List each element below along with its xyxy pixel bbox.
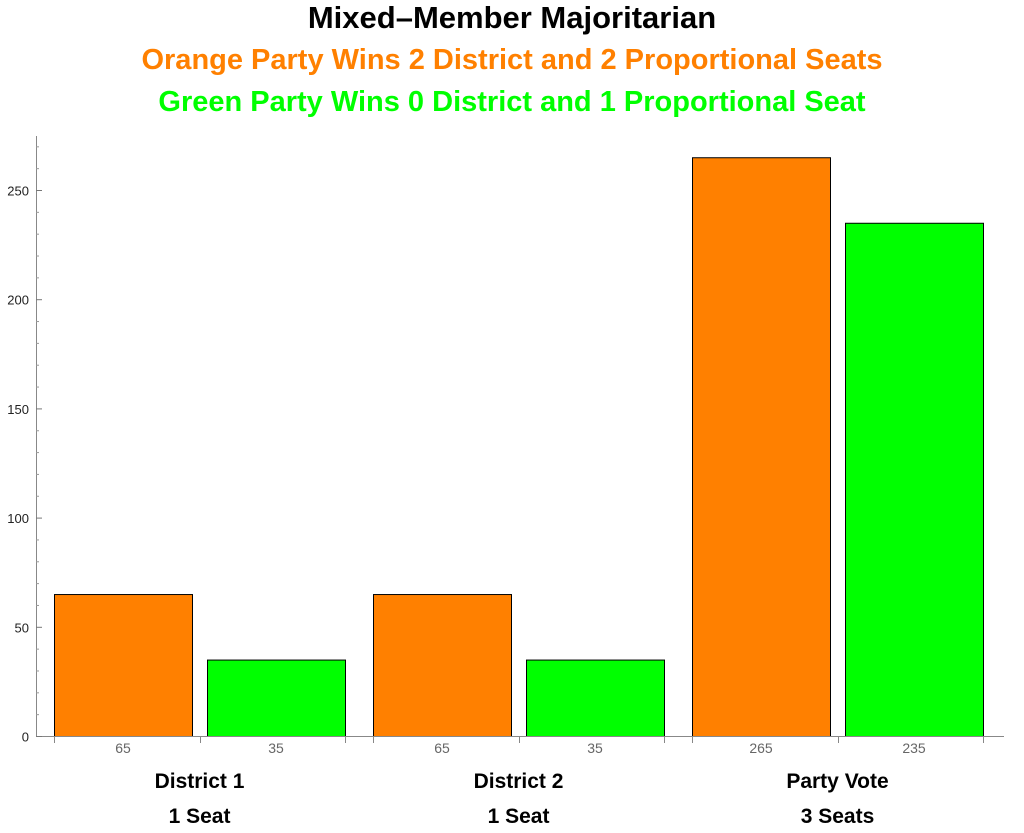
bar-value-label-2-2: 35 [587,740,603,756]
group-label-2-seats: 1 Seat [488,805,550,828]
bar-2-2 [526,659,665,737]
bar-3-1 [692,157,831,738]
bar-value-label-3-1: 265 [749,740,773,756]
y-tick-label-200: 200 [7,293,29,308]
bar-value-label-1-1: 65 [115,740,131,756]
chart-subtitle-orange: Orange Party Wins 2 District and 2 Propo… [141,44,883,76]
bar-1-1 [54,594,193,737]
group-label-1-name: District 1 [155,770,245,793]
group-label-1-seats: 1 Seat [169,805,231,828]
y-tick-label-250: 250 [7,184,29,199]
group-label-3-name: Party Vote [786,770,888,793]
y-tick-label-0: 0 [22,730,29,745]
bar-2-1 [373,594,512,737]
bar-3-2 [845,222,984,737]
chart-subtitle-green: Green Party Wins 0 District and 1 Propor… [158,86,866,118]
group-label-3-seats: 3 Seats [801,805,875,828]
bar-value-label-1-2: 35 [268,740,284,756]
group-label-2-name: District 2 [474,770,564,793]
y-tick-label-150: 150 [7,402,29,417]
bar-1-2 [207,659,346,737]
bar-value-label-2-1: 65 [434,740,450,756]
chart-title: Mixed–Member Majoritarian [307,0,717,35]
y-tick-label-50: 50 [15,620,29,635]
y-tick-label-100: 100 [7,511,29,526]
bar-value-label-3-2: 235 [902,740,926,756]
